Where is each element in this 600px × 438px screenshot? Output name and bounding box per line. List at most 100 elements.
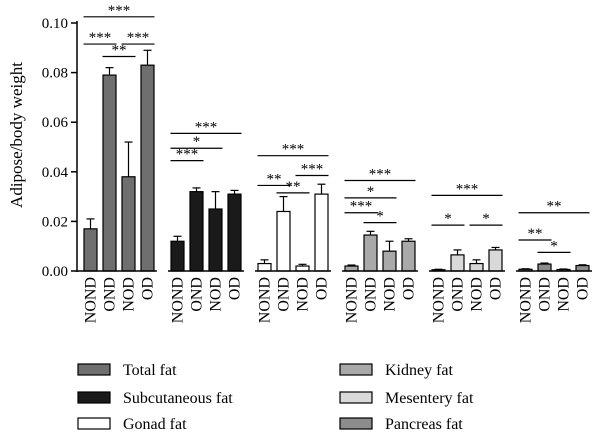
y-tick-label: 0.04 xyxy=(42,165,69,181)
category-tick-label: NOND xyxy=(344,277,361,323)
category-labels: NOND OND NOD OD NOND OND NOD OD NOND OND NOD OD NOND… xyxy=(83,277,592,323)
category-tick-label: NOD xyxy=(295,277,312,312)
bar xyxy=(257,262,272,272)
category-tick-label: OD xyxy=(227,277,244,300)
bar xyxy=(170,240,185,272)
significance-label: * xyxy=(550,238,558,254)
bar xyxy=(189,191,204,272)
significance-label: ** xyxy=(286,179,301,195)
legend-swatch xyxy=(339,391,373,404)
legend-label: Subcutaneous fat xyxy=(123,390,233,407)
legend-label: Kidney fat xyxy=(385,362,454,379)
legend-item: Mesentery fat xyxy=(339,390,474,407)
category-tick-label: NOND xyxy=(83,277,100,323)
bar xyxy=(469,262,484,272)
y-tick-label: 0.10 xyxy=(42,16,68,32)
category-tick-label: OD xyxy=(575,277,592,300)
significance-label: *** xyxy=(282,142,305,158)
legend-swatch xyxy=(77,363,111,376)
bar xyxy=(488,249,503,272)
legend-swatch xyxy=(77,391,111,404)
legend-swatch xyxy=(339,417,373,430)
bar xyxy=(575,264,590,272)
category-tick-label: OD xyxy=(488,277,505,300)
significance-label: *** xyxy=(108,3,131,19)
bar-groups xyxy=(77,49,592,272)
bar xyxy=(227,193,242,272)
bar-group xyxy=(77,49,157,272)
category-tick-label: OND xyxy=(450,277,467,312)
significance-label: ** xyxy=(547,199,562,215)
significance-label: *** xyxy=(127,30,150,46)
bar xyxy=(314,193,329,272)
category-tick-label: NOD xyxy=(556,277,573,312)
legend-label: Total fat xyxy=(123,362,177,379)
category-tick-label: OND xyxy=(363,277,380,312)
y-axis: 0.00 0.02 0.04 0.06 0.08 0.10 xyxy=(42,16,78,280)
category-tick-label: OD xyxy=(401,277,418,300)
bar-group xyxy=(168,187,244,272)
bar-group xyxy=(255,183,331,272)
y-axis-title: Adipose/body weight xyxy=(7,62,26,208)
significance-label: * xyxy=(482,211,490,227)
significance-label: * xyxy=(367,184,375,200)
legend: Total fat Subcutaneous fat Gonad fat Kidney… xyxy=(77,362,474,433)
legend-label: Mesentery fat xyxy=(385,390,474,407)
significance-label: * xyxy=(376,209,384,225)
bar-group xyxy=(429,246,505,272)
bar xyxy=(401,240,416,272)
significance-brackets: ******************** ***************** ***… xyxy=(83,3,590,254)
significance-label: ** xyxy=(528,226,543,242)
y-tick-label: 0.06 xyxy=(42,115,69,131)
category-tick-label: NOD xyxy=(121,277,138,312)
bar xyxy=(363,234,378,272)
category-tick-label: NOD xyxy=(469,277,486,312)
bar xyxy=(121,176,136,272)
category-tick-label: OND xyxy=(276,277,293,312)
category-tick-label: OND xyxy=(189,277,206,312)
y-tick-label: 0.08 xyxy=(42,66,68,82)
significance-label: *** xyxy=(301,162,324,178)
significance-label: *** xyxy=(89,30,112,46)
significance-label: ** xyxy=(112,42,127,58)
legend-item: Total fat xyxy=(77,362,177,379)
significance-label: * xyxy=(444,211,452,227)
bar xyxy=(450,254,465,272)
significance-label: *** xyxy=(456,181,479,197)
legend-swatch xyxy=(339,363,373,376)
bar xyxy=(537,263,552,272)
legend-swatch xyxy=(77,417,111,430)
significance-label: * xyxy=(193,134,201,150)
bar xyxy=(140,64,155,272)
y-tick-label: 0.00 xyxy=(42,264,68,280)
bar-group xyxy=(342,230,418,272)
significance-label: ** xyxy=(267,171,282,187)
significance-label: *** xyxy=(176,147,199,163)
significance-label: *** xyxy=(195,119,218,135)
bar xyxy=(382,250,397,272)
category-tick-label: OD xyxy=(314,277,331,300)
y-tick-label: 0.02 xyxy=(42,214,68,230)
category-tick-label: OD xyxy=(140,277,157,300)
category-tick-label: NOD xyxy=(382,277,399,312)
category-tick-label: NOND xyxy=(170,277,187,323)
legend-item: Gonad fat xyxy=(77,416,187,433)
significance-label: *** xyxy=(369,166,392,182)
bar xyxy=(83,228,98,272)
legend-item: Subcutaneous fat xyxy=(77,390,233,407)
category-tick-label: OND xyxy=(537,277,554,312)
category-tick-label: OND xyxy=(102,277,119,312)
category-tick-label: NOND xyxy=(257,277,274,323)
category-tick-label: NOND xyxy=(518,277,535,323)
bar-group xyxy=(516,262,592,272)
category-tick-label: NOND xyxy=(431,277,448,323)
category-tick-label: NOD xyxy=(208,277,225,312)
legend-item: Kidney fat xyxy=(339,362,454,379)
significance-label: *** xyxy=(350,199,373,215)
legend-item: Pancreas fat xyxy=(339,416,463,433)
legend-label: Pancreas fat xyxy=(385,416,463,433)
bar xyxy=(276,210,291,272)
bar xyxy=(208,208,223,272)
legend-label: Gonad fat xyxy=(123,416,187,433)
